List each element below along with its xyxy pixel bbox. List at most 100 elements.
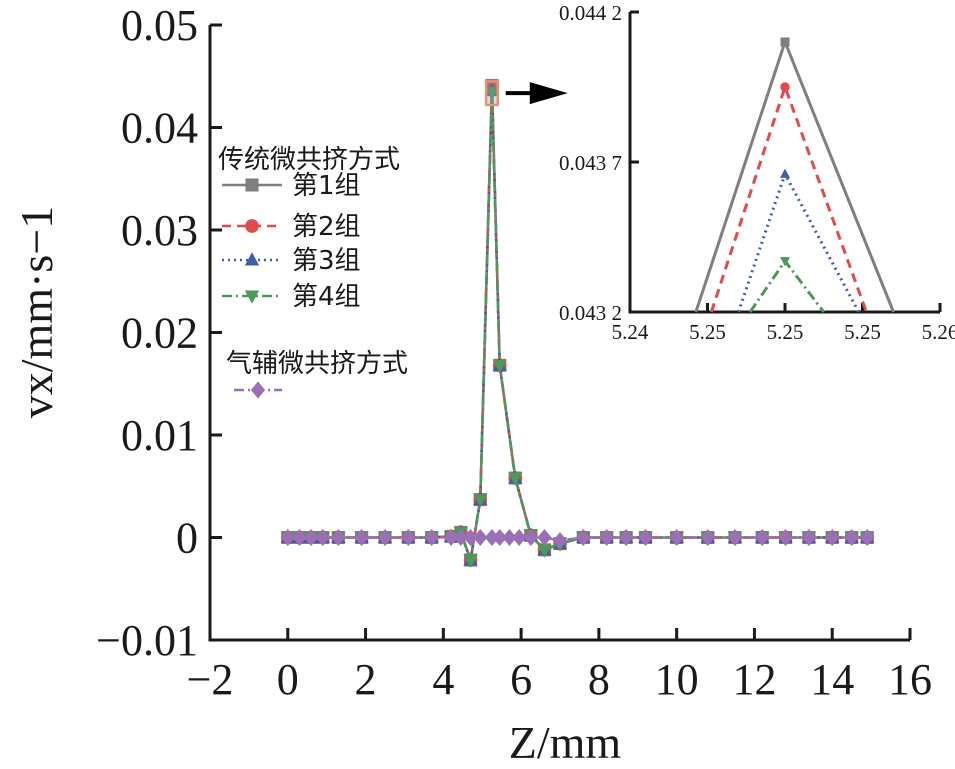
x-axis-label: Z/mm bbox=[509, 717, 622, 768]
data-point bbox=[860, 529, 875, 546]
data-point bbox=[700, 529, 715, 546]
legend-entry-label: 第2组 bbox=[292, 212, 361, 242]
y-tick-label: −0.01 bbox=[96, 616, 198, 665]
inset-series-1 bbox=[694, 37, 895, 313]
legend-marker bbox=[244, 290, 260, 304]
data-point bbox=[537, 544, 552, 558]
inset-data-point bbox=[780, 37, 790, 47]
inset-x-tick-label: 5.25 bbox=[844, 320, 881, 344]
main-axes: −0.01 0 0.01 0.02 0.03 0.04 0.05 −2 0 2 4 6 8 10 12 14 1… bbox=[96, 1, 932, 704]
y-tick-label: 0.05 bbox=[121, 1, 198, 50]
y-tick-label: 0.01 bbox=[121, 411, 198, 460]
inset-x-tick-label: 5.26 bbox=[922, 320, 955, 344]
legend-group-title: 气辅微共挤方式 bbox=[226, 349, 408, 379]
data-point bbox=[512, 529, 527, 546]
series-line bbox=[287, 536, 868, 542]
data-point bbox=[523, 529, 538, 546]
inset-data-point bbox=[780, 257, 790, 267]
data-point bbox=[331, 529, 346, 546]
data-point bbox=[669, 529, 684, 546]
x-tick-label: 16 bbox=[888, 655, 932, 704]
zoom-indicator bbox=[484, 80, 568, 107]
data-point bbox=[401, 529, 416, 546]
x-tick-label: −2 bbox=[187, 655, 234, 704]
inset-series-4 bbox=[748, 257, 825, 313]
data-point bbox=[825, 529, 840, 546]
y-tick-label: 0.04 bbox=[121, 104, 198, 153]
y-axis-label: vx/mm·s−1 bbox=[11, 206, 62, 419]
inset-axes: 0.043 2 0.043 7 0.044 2 5.24 5.25 5.25 5.25 5.2… bbox=[559, 1, 955, 344]
legend-entry-label: 第3组 bbox=[292, 246, 361, 276]
x-tick-label: 6 bbox=[510, 655, 532, 704]
axis-labels: Z/mm vx/mm·s−1 bbox=[11, 206, 621, 768]
inset-data-point bbox=[780, 82, 790, 92]
data-point bbox=[303, 529, 319, 546]
data-point bbox=[443, 529, 459, 546]
inset-series bbox=[694, 37, 895, 313]
x-tick-label: 2 bbox=[355, 655, 377, 704]
inset-series-3 bbox=[737, 168, 860, 313]
data-point bbox=[537, 529, 552, 546]
data-point bbox=[492, 359, 507, 374]
main-series bbox=[280, 78, 875, 568]
x-tick-label: 8 bbox=[588, 655, 610, 704]
inset-x-tick-label: 5.25 bbox=[689, 320, 726, 344]
data-point bbox=[453, 529, 468, 546]
legend-marker bbox=[250, 381, 266, 399]
data-point bbox=[638, 529, 653, 546]
data-point bbox=[599, 529, 614, 546]
inset-background bbox=[628, 10, 948, 314]
data-point bbox=[844, 529, 859, 546]
legend-marker bbox=[244, 252, 260, 266]
legend-entry-label: 第1组 bbox=[292, 171, 361, 201]
data-point bbox=[755, 529, 770, 546]
data-point bbox=[463, 529, 478, 546]
data-point bbox=[473, 529, 488, 546]
y-tick-label: 0 bbox=[176, 514, 198, 563]
inset-y-tick-label: 0.044 2 bbox=[559, 1, 622, 25]
y-tick-label: 0.03 bbox=[121, 206, 198, 255]
inset-y-tick-label: 0.043 2 bbox=[559, 301, 622, 325]
data-point bbox=[576, 529, 591, 546]
x-tick-label: 12 bbox=[732, 655, 776, 704]
data-point bbox=[492, 529, 507, 546]
series-line bbox=[287, 92, 868, 561]
data-point bbox=[315, 529, 330, 546]
data-point bbox=[801, 529, 817, 546]
x-tick-label: 14 bbox=[810, 655, 854, 704]
data-point bbox=[377, 529, 393, 546]
data-point bbox=[280, 529, 295, 546]
inset-series-2 bbox=[709, 82, 868, 313]
data-point bbox=[552, 532, 568, 550]
inset-x-tick-label: 5.24 bbox=[612, 320, 649, 344]
series-5 bbox=[280, 529, 875, 550]
data-point bbox=[473, 494, 488, 508]
legend-entry-label: 第4组 bbox=[292, 282, 361, 312]
data-point bbox=[484, 529, 500, 546]
y-tick-label: 0.02 bbox=[121, 309, 198, 358]
inset-y-tick-label: 0.043 7 bbox=[559, 151, 622, 175]
data-point bbox=[618, 529, 634, 546]
x-tick-label: 4 bbox=[432, 655, 454, 704]
data-point bbox=[502, 529, 517, 546]
data-point bbox=[424, 529, 439, 546]
x-tick-label: 10 bbox=[655, 655, 699, 704]
inset-data-point bbox=[780, 168, 790, 178]
data-point bbox=[778, 529, 793, 546]
data-point bbox=[508, 472, 523, 486]
x-tick-label: 0 bbox=[277, 655, 299, 704]
legend-group-title: 传统微共挤方式 bbox=[218, 145, 400, 175]
inset-series-line bbox=[709, 82, 868, 313]
legend-marker bbox=[245, 219, 259, 233]
data-point bbox=[463, 554, 478, 568]
data-point bbox=[354, 529, 369, 546]
data-point bbox=[292, 529, 307, 546]
zoom-arrow-head bbox=[529, 82, 568, 105]
data-point bbox=[727, 529, 743, 546]
legend-marker bbox=[245, 178, 259, 192]
zoom-box bbox=[484, 80, 500, 107]
inset-x-tick-label: 5.25 bbox=[767, 320, 804, 344]
data-point bbox=[484, 87, 500, 101]
